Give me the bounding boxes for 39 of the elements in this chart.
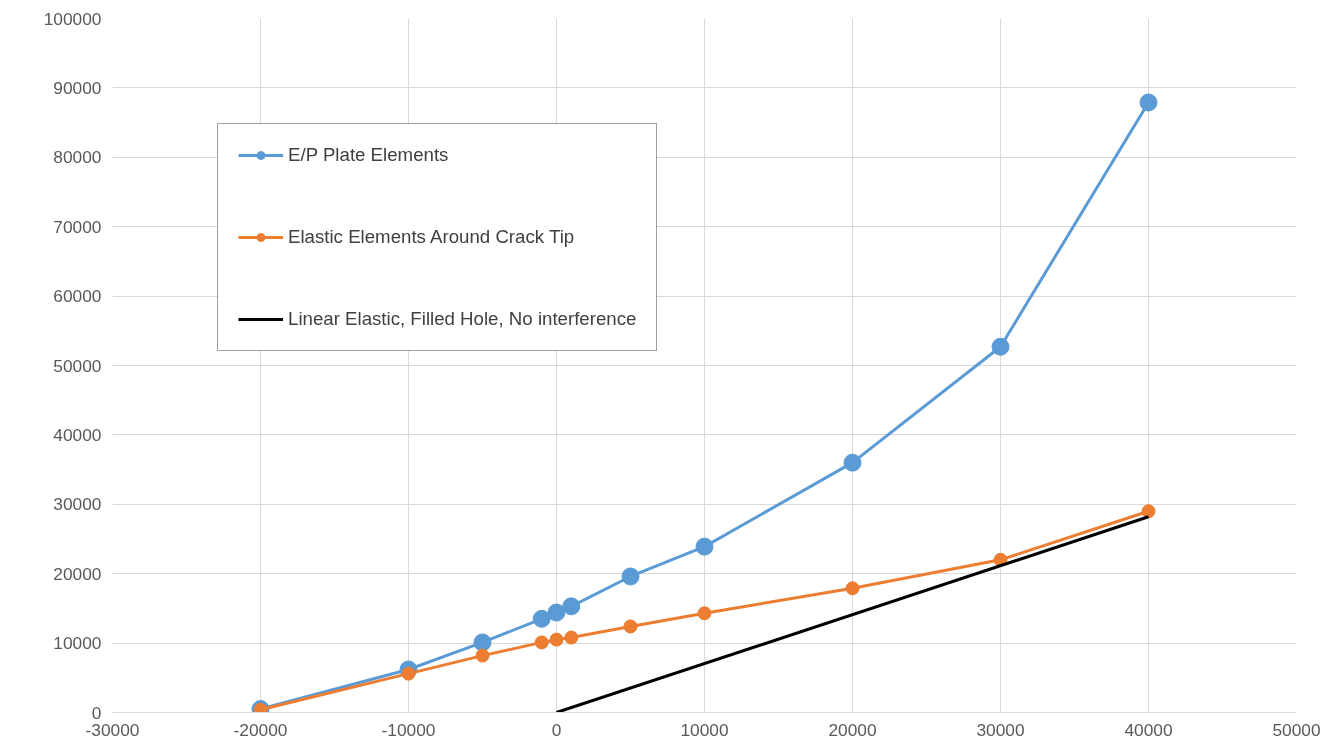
legend-label: Elastic Elements Around Crack Tip — [288, 226, 575, 248]
x-tick-label: -10000 — [381, 719, 436, 740]
point — [1141, 504, 1156, 519]
legend-label: Linear Elastic, Filled Hole, No interference — [288, 308, 637, 330]
y-tick-label: 60000 — [53, 286, 102, 307]
y-tick-label: 90000 — [53, 77, 102, 98]
y-tick-label: 20000 — [53, 563, 102, 584]
point — [475, 648, 490, 663]
x-tick-label: 10000 — [680, 719, 729, 740]
point — [534, 635, 549, 650]
point — [564, 630, 579, 645]
y-tick-label: 10000 — [53, 633, 102, 654]
x-tick-label: 40000 — [1124, 719, 1173, 740]
point — [562, 597, 581, 616]
x-tick-label: -20000 — [233, 719, 288, 740]
point — [695, 537, 714, 556]
y-tick-label: 40000 — [53, 424, 102, 445]
point — [532, 609, 551, 628]
point — [845, 581, 860, 596]
x-tick-label: 0 — [551, 719, 562, 740]
point — [843, 453, 862, 472]
y-tick-label: 100000 — [43, 8, 102, 29]
y-tick-label: 80000 — [53, 147, 102, 168]
point — [547, 603, 566, 622]
legend-label: E/P Plate Elements — [288, 144, 449, 166]
point — [473, 633, 492, 652]
point — [1139, 93, 1158, 112]
y-tick-label: 50000 — [53, 355, 102, 376]
point — [401, 666, 416, 681]
point — [623, 619, 638, 634]
point — [697, 606, 712, 621]
y-tick-label: 30000 — [53, 494, 102, 515]
point — [621, 567, 640, 586]
point — [549, 632, 564, 647]
x-tick-label: 30000 — [976, 719, 1025, 740]
x-tick-label: 20000 — [828, 719, 877, 740]
y-tick-label: 70000 — [53, 216, 102, 237]
x-tick-label: 50000 — [1272, 719, 1321, 740]
point — [991, 337, 1010, 356]
